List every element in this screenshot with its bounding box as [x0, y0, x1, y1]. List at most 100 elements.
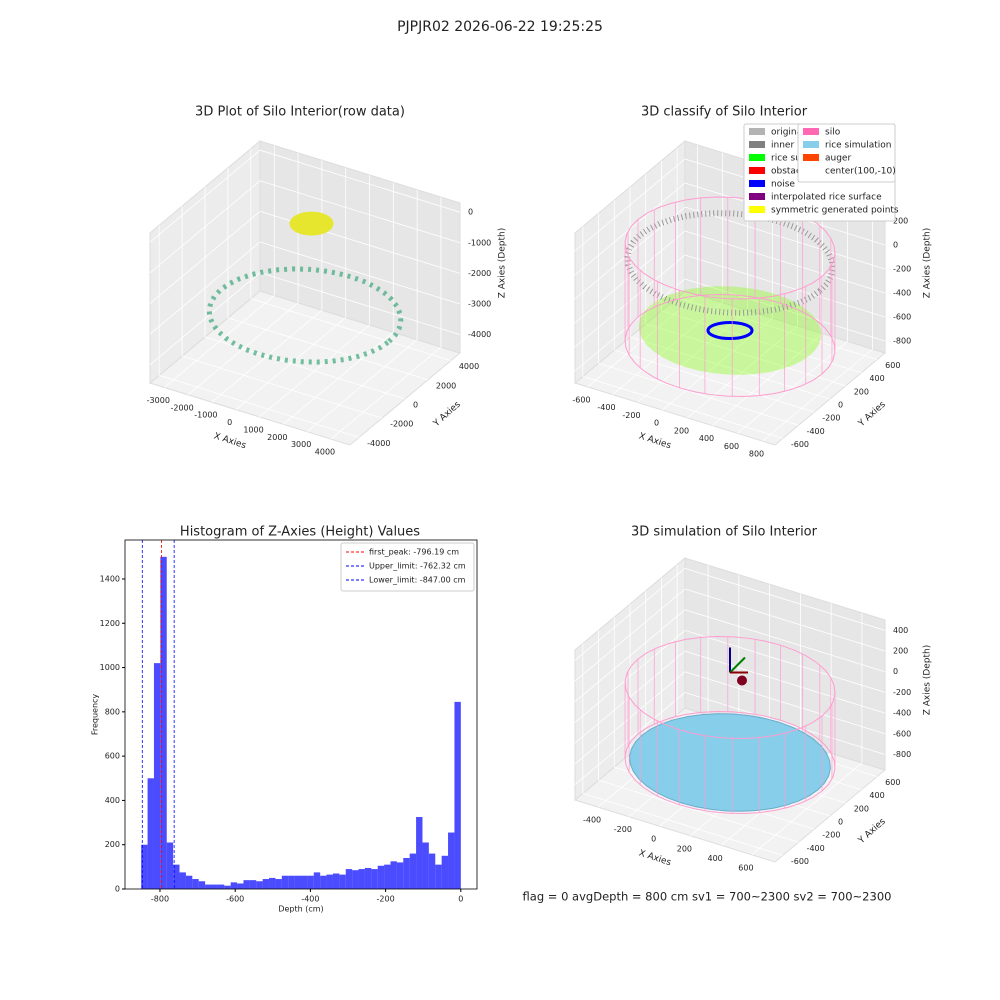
bar — [147, 778, 154, 889]
grid-line — [149, 149, 261, 243]
grid-line — [259, 149, 461, 213]
annotation: flag = 0 avgDepth = 800 cm sv1 = 700~230… — [523, 890, 892, 904]
grid-line — [574, 609, 686, 703]
bar — [448, 832, 455, 889]
z-tick-label: -600 — [893, 313, 911, 322]
z-tick-label: -2000 — [468, 269, 491, 278]
x-tick-label: -1000 — [194, 411, 217, 420]
grid-line — [684, 671, 886, 735]
legend-box — [797, 123, 896, 183]
legend-label: center(100,-10) — [825, 167, 896, 177]
grid-line — [149, 180, 261, 274]
z-tick-label: -600 — [893, 729, 911, 738]
legend-swatch — [803, 128, 819, 135]
legend-box — [340, 542, 475, 592]
axes-frame — [124, 539, 478, 890]
bar — [326, 874, 333, 889]
chart-title: 3D Plot of Silo Interior(row data) — [195, 105, 405, 120]
z-tick-label: 0 — [893, 667, 898, 676]
point-cloud — [706, 321, 754, 340]
grid-line — [598, 779, 799, 843]
legend-swatch — [749, 154, 765, 161]
z-axis-label: Z Axies (Depth) — [923, 228, 933, 299]
grid-line — [574, 630, 686, 723]
y-tick-label: 0 — [838, 401, 843, 410]
bar — [160, 556, 167, 889]
grid-line — [574, 692, 686, 785]
grid-line — [227, 317, 429, 381]
grid-line — [684, 630, 886, 693]
y-tick-label: 4000 — [459, 362, 479, 371]
x-tick-label: 800 — [749, 450, 764, 459]
z-tick-label: -3000 — [468, 300, 491, 309]
bar — [358, 869, 365, 889]
z-tick-label: -1000 — [468, 238, 491, 247]
y-tick-label: 400 — [105, 796, 120, 805]
y-tick-label: 600 — [885, 778, 900, 787]
grid-line — [259, 180, 461, 244]
grid-line — [574, 158, 686, 252]
y-tick-label: 200 — [105, 840, 120, 849]
bar — [307, 875, 314, 889]
bar — [185, 875, 193, 889]
bar — [141, 844, 148, 889]
grid-line — [677, 297, 878, 360]
z-tick-label: 200 — [893, 647, 908, 656]
y-tick-label: 400 — [869, 791, 884, 800]
bar — [179, 872, 186, 889]
legend-swatch — [803, 154, 819, 161]
bar — [371, 869, 378, 889]
x-tick-label: -800 — [151, 895, 169, 904]
x-axis-label: X Axies — [637, 848, 672, 868]
legend-swatch — [749, 180, 765, 187]
grid-line — [684, 254, 886, 318]
y-tick-label: 1200 — [100, 619, 120, 628]
grid-line — [159, 374, 360, 438]
x-tick-label: 3000 — [291, 440, 311, 449]
y-tick-label: 800 — [105, 707, 120, 716]
z-tick-label: 0 — [893, 241, 898, 250]
legend-swatch — [749, 141, 765, 148]
bar — [262, 879, 270, 889]
y-tick-label: -4000 — [367, 439, 390, 448]
y-axis-label: Y Axies — [856, 817, 888, 847]
grid-line — [684, 650, 886, 714]
x-tick-label: 400 — [708, 854, 723, 863]
grid-line — [684, 278, 886, 342]
y-tick-label: -200 — [822, 414, 840, 423]
y-axis-label: Y Axies — [856, 400, 888, 430]
bar — [192, 879, 199, 889]
x-tick-label: -600 — [226, 895, 244, 904]
bar — [454, 701, 461, 889]
y-tick-label: -2000 — [390, 420, 413, 429]
grid-line — [250, 298, 451, 362]
y-axis-label: Frequency — [91, 694, 100, 736]
grid-line — [574, 278, 686, 372]
grid-line — [181, 355, 383, 419]
legend-label: inner wall — [771, 141, 815, 151]
bar — [396, 862, 404, 889]
grid-line — [574, 254, 686, 348]
legend-swatch — [749, 206, 765, 213]
x-tick-label: 1000 — [243, 425, 263, 434]
y-tick-label: -400 — [807, 844, 825, 853]
bar — [211, 884, 218, 889]
bar — [352, 870, 359, 889]
x-tick-label: 600 — [724, 442, 739, 451]
bar — [237, 883, 244, 889]
x-tick-label: -200 — [377, 895, 395, 904]
bar — [281, 875, 289, 889]
y-tick-label: -400 — [807, 427, 825, 436]
grid-line — [661, 310, 862, 374]
bar — [345, 869, 353, 889]
bar — [243, 880, 250, 889]
grid-line — [684, 230, 886, 294]
bar — [377, 865, 385, 889]
z-tick-label: 200 — [893, 217, 908, 226]
grid-line — [684, 609, 886, 673]
z-axis-label: Z Axies (Depth) — [923, 645, 933, 716]
grid-line — [149, 241, 261, 335]
z-tick-label: -800 — [893, 337, 911, 346]
x-tick-label: 4000 — [315, 448, 335, 457]
x-axis-label: X Axies — [637, 431, 672, 451]
